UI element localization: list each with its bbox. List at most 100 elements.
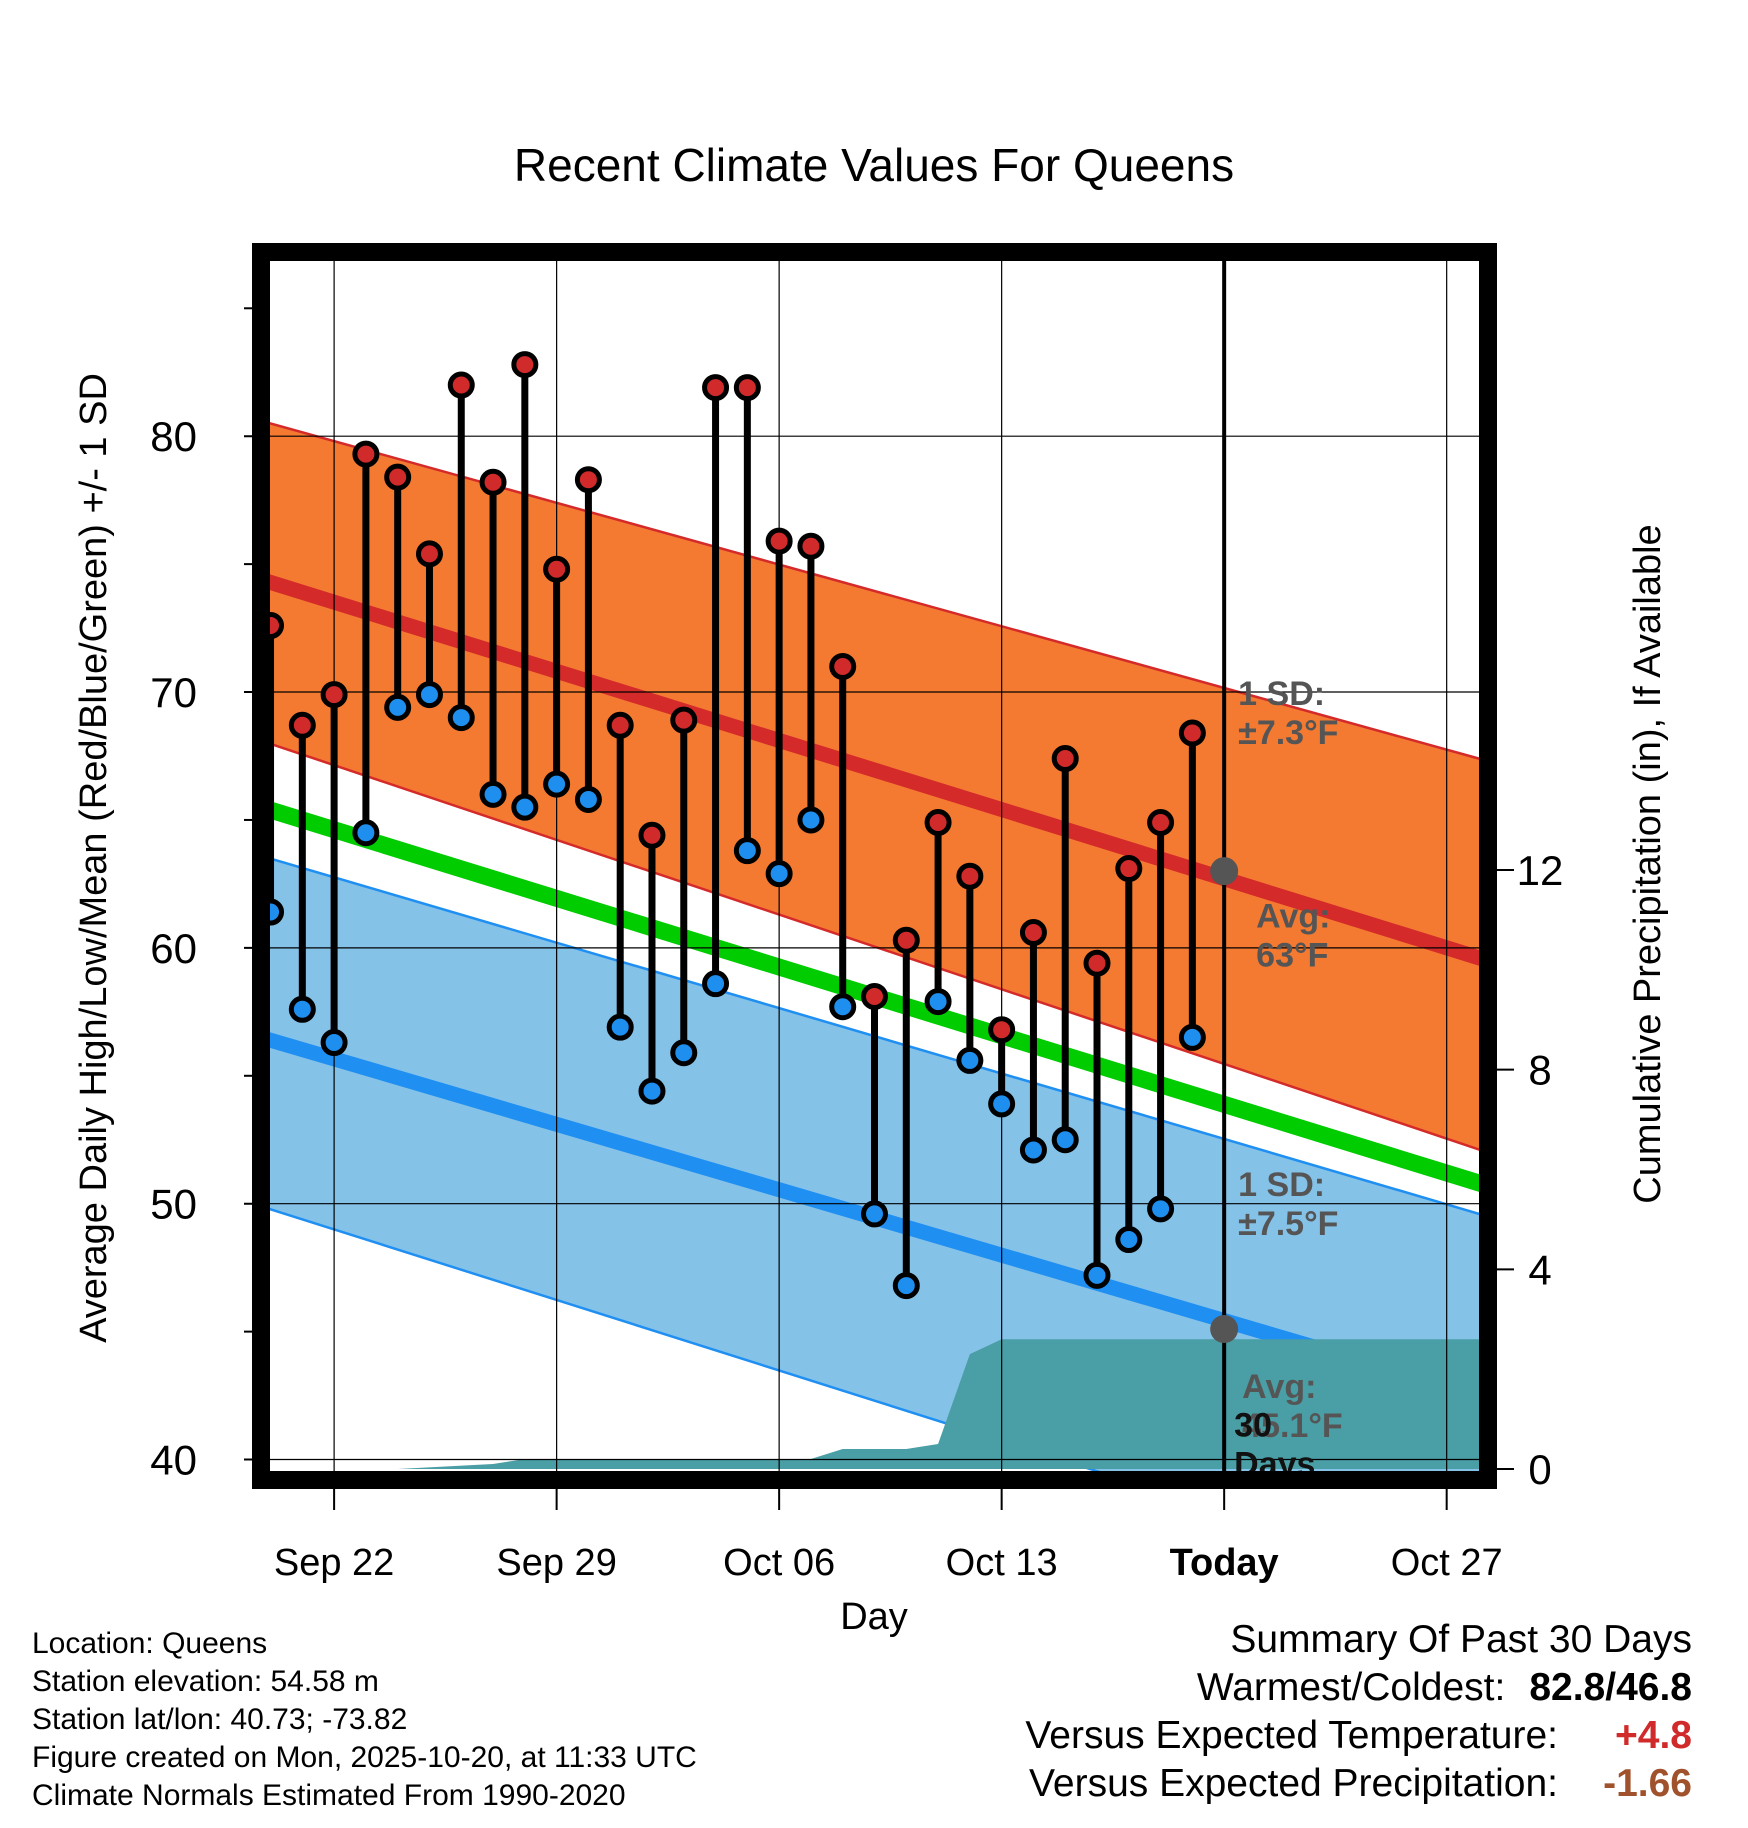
low-temp-point (543, 770, 571, 798)
low-temp-point (320, 1029, 348, 1057)
low-temp-point (956, 1046, 984, 1074)
low-temp-point (288, 995, 316, 1023)
high-temp-point (765, 527, 793, 555)
location-text: Location: Queens (32, 1627, 268, 1660)
low-temp-point (479, 780, 507, 808)
y2-tick-label: 8 (1528, 1047, 1551, 1094)
warm-cold-row: Warmest/Coldest: 82.8/46.8 (1025, 1664, 1692, 1712)
low-temp-point (702, 970, 730, 998)
x-axis-label: Day (840, 1596, 908, 1638)
high-temp-point (320, 681, 348, 709)
high-temp-point (924, 809, 952, 837)
low-temp-point (829, 993, 857, 1021)
high-temp-point (511, 351, 539, 379)
high-normal-line (261, 572, 1488, 968)
high-temp-point (479, 468, 507, 496)
high-temp-point (543, 555, 571, 583)
low-sd-lower-line (261, 1205, 1129, 1480)
elevation-text: Station elevation: 54.58 m (32, 1665, 379, 1698)
y2-tick-label: 4 (1528, 1246, 1551, 1293)
low-temp-point (1019, 1136, 1047, 1164)
high-temp-point (733, 374, 761, 402)
high-sd-annotation: 1 SD: ±7.3°F (1238, 675, 1338, 752)
precip-label: Versus Expected Precipitation: (1029, 1762, 1558, 1805)
high-temp-point (288, 711, 316, 739)
high-temp-point (1115, 855, 1143, 883)
low-temp-point (511, 793, 539, 821)
high-temp-point (415, 540, 443, 568)
high-temp-point (638, 821, 666, 849)
low-temp-point (447, 704, 475, 732)
y-tick-label: 60 (150, 925, 197, 972)
warm-cold-label: Warmest/Coldest: (1196, 1666, 1506, 1709)
x-tick-label: Today (1170, 1542, 1279, 1584)
low-temp-point (892, 1272, 920, 1300)
high-temp-point (861, 982, 888, 1010)
low-temp-point (1051, 1126, 1079, 1154)
precipitation-area (270, 1339, 1488, 1469)
y2-axis-label: Cumulative Precipitation (in), If Availa… (1627, 524, 1669, 1203)
created-text: Figure created on Mon, 2025-10-20, at 11… (32, 1741, 697, 1774)
low-temp-point (638, 1077, 666, 1105)
warmest-value: 82.8 (1529, 1666, 1606, 1709)
low-avg-annotation: Avg: 45.1°F (1242, 1368, 1343, 1445)
temp-row: Versus Expected Temperature: +4.8 (1025, 1712, 1692, 1760)
summary-heading: Summary Of Past 30 Days (1230, 1618, 1692, 1661)
warm-cold-separator: / (1605, 1666, 1617, 1709)
low-sd-annotation: 1 SD: ±7.5°F (1238, 1166, 1338, 1243)
high-temp-point (702, 374, 730, 402)
low-temp-point (415, 681, 443, 709)
low-temp-point (1083, 1261, 1111, 1289)
x-tick-label: Oct 13 (946, 1542, 1058, 1584)
high-temp-point (352, 440, 380, 468)
low-temp-point (1147, 1195, 1175, 1223)
y-axis-label: Average Daily High/Low/Mean (Red/Blue/Gr… (73, 373, 115, 1343)
low-temp-point (1115, 1226, 1143, 1254)
y-tick-label: 70 (150, 669, 197, 716)
low-temp-point (384, 693, 412, 721)
high-temp-point (447, 371, 475, 399)
high-temp-point (1019, 919, 1047, 947)
high-sd-band (261, 420, 1488, 1153)
x-tick-label: Oct 27 (1391, 1542, 1503, 1584)
coldest-value: 46.8 (1616, 1666, 1692, 1709)
today-high-avg-dot (1210, 857, 1239, 886)
high-temp-point (606, 711, 634, 739)
low-temp-point (733, 837, 761, 865)
high-temp-point (797, 532, 825, 560)
low-temp-point (861, 1200, 888, 1228)
today-low-avg-dot (1210, 1315, 1239, 1344)
precip-value: -1.66 (1603, 1762, 1692, 1805)
high-temp-point (956, 862, 984, 890)
high-temp-point (574, 466, 602, 494)
low-temp-point (924, 988, 952, 1016)
high-temp-point (892, 926, 920, 954)
y-tick-label: 50 (150, 1181, 197, 1228)
high-sd-upper-line (261, 419, 1488, 763)
y-tick-label: 80 (150, 413, 197, 460)
summary-panel: Summary Of Past 30 Days Warmest/Coldest:… (1025, 1616, 1692, 1808)
precip-row: Versus Expected Precipitation: -1.66 (1025, 1760, 1692, 1808)
y-tick-label: 40 (150, 1437, 197, 1484)
low-temp-point (988, 1090, 1016, 1118)
normals-text: Climate Normals Estimated From 1990-2020 (32, 1779, 626, 1812)
low-temp-point (670, 1039, 698, 1067)
low-temp-point (797, 806, 825, 834)
temp-value: +4.8 (1615, 1714, 1692, 1757)
x-tick-label: Oct 06 (723, 1542, 835, 1584)
latlon-text: Station lat/lon: 40.73; -73.82 (32, 1703, 408, 1736)
chart-title: Recent Climate Values For Queens (514, 139, 1234, 191)
high-temp-point (670, 706, 698, 734)
x-tick-label: Sep 29 (496, 1542, 616, 1584)
high-temp-point (1147, 809, 1175, 837)
high-temp-point (988, 1016, 1016, 1044)
station-info: Location: Queens Station elevation: 54.5… (32, 1625, 697, 1815)
high-sd-lower-line (261, 739, 1488, 1154)
high-temp-point (1051, 745, 1079, 773)
low-temp-point (574, 785, 602, 813)
high-temp-point (1083, 949, 1111, 977)
low-temp-point (606, 1013, 634, 1041)
temp-label: Versus Expected Temperature: (1025, 1714, 1558, 1757)
plot-frame (252, 243, 1497, 1489)
